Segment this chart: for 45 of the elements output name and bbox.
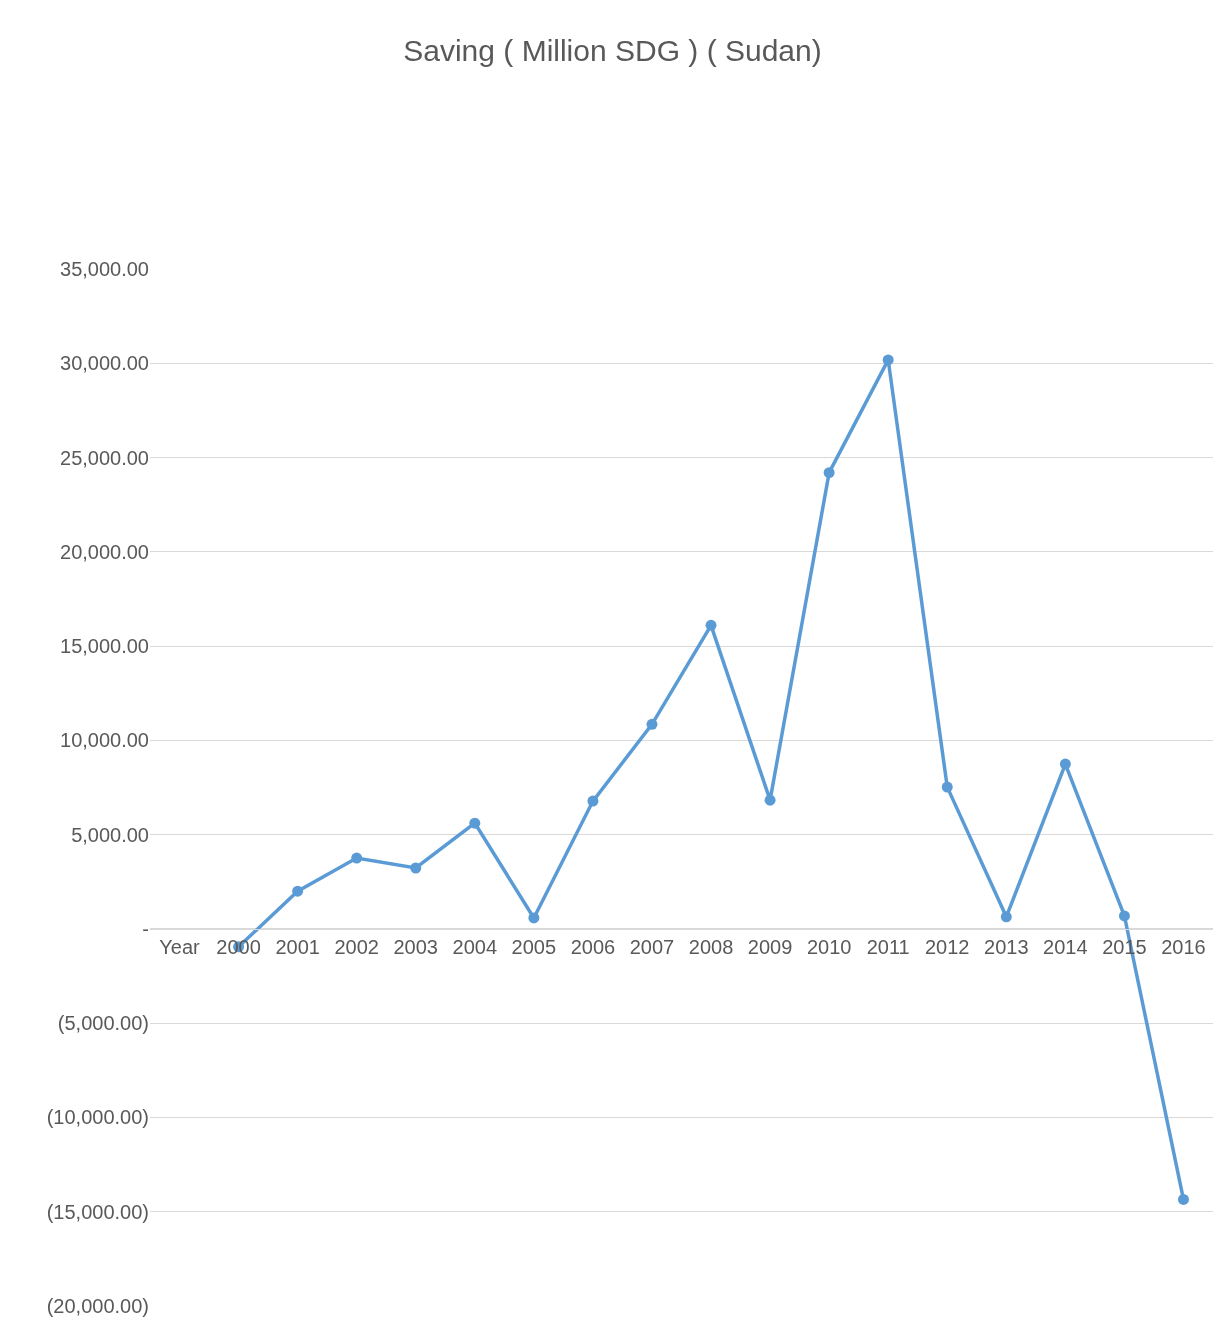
x-tick-label: 2008 (688, 936, 734, 959)
y-tick-label: (5,000.00) (57, 1012, 149, 1035)
x-tick-label: 2005 (511, 936, 557, 959)
point (823, 467, 835, 479)
point (1118, 910, 1130, 922)
y-tick-label: (10,000.00) (46, 1106, 149, 1129)
x-tick-label: 2012 (925, 936, 970, 959)
y-tick-label: (20,000.00) (46, 1295, 149, 1317)
point (1000, 911, 1012, 923)
y-tick-label: 30,000.00 (60, 352, 149, 375)
x-tick-label: 2007 (629, 936, 675, 959)
x-tick-label: 2003 (393, 936, 438, 959)
x-tick-label: 2004 (452, 936, 498, 959)
y-tick-label: 5,000.00 (71, 823, 149, 846)
point (528, 912, 540, 924)
point (1059, 758, 1071, 770)
point (705, 619, 717, 631)
point (764, 794, 776, 806)
point (646, 718, 658, 730)
x-tick-label: 2010 (806, 936, 852, 959)
x-tick-label: 2016 (1161, 936, 1206, 959)
y-tick-label: 20,000.00 (60, 540, 149, 563)
x-tick-label: 2002 (334, 936, 379, 959)
y-tick-label: 10,000.00 (60, 729, 149, 752)
chart-title: Saving ( Million SDG ) ( Sudan) (403, 34, 822, 68)
point (882, 354, 894, 366)
y-tick-label: - (142, 917, 149, 940)
x-tick-label: 2009 (747, 936, 793, 959)
point (587, 795, 599, 807)
y-tick-label: 25,000.00 (60, 446, 149, 469)
point (351, 852, 363, 864)
x-tick-label: 2011 (866, 936, 910, 959)
x-tick-label: 2014 (1043, 936, 1088, 959)
x-tick-label: 2013 (984, 936, 1029, 959)
point (292, 885, 304, 897)
y-tick-label: (15,000.00) (46, 1200, 149, 1223)
x-tick-label: 2006 (570, 936, 616, 959)
x-tick-label: Year (159, 936, 201, 959)
point (1177, 1193, 1189, 1205)
y-tick-label: 15,000.00 (60, 635, 149, 658)
point (469, 817, 481, 829)
point (410, 862, 422, 874)
x-tick-label: 2001 (275, 936, 320, 959)
y-tick-label: 35,000.00 (60, 258, 149, 280)
point (941, 781, 953, 793)
